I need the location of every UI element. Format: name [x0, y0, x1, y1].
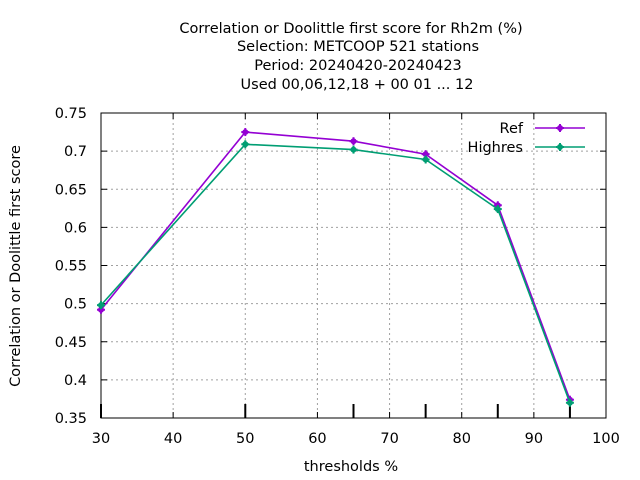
- title-line-2: Selection: METCOOP 521 stations: [237, 39, 479, 55]
- y-tick-label: 0.4: [64, 373, 87, 389]
- legend: Ref Highres: [468, 121, 585, 156]
- y-tick-label: 0.45: [55, 335, 87, 351]
- title-line-1: Correlation or Doolittle first score for…: [179, 21, 522, 37]
- data-point-highres: [565, 398, 574, 407]
- x-tick-label: 90: [525, 431, 543, 447]
- y-axis-label: Correlation or Doolittle first score: [8, 145, 24, 387]
- y-tick-label: 0.35: [55, 411, 87, 427]
- y-tick-label: 0.6: [64, 220, 87, 236]
- data-point-highres: [421, 155, 430, 164]
- data-point-ref: [241, 128, 250, 137]
- x-tick-label: 100: [592, 431, 620, 447]
- legend-label-highres: Highres: [468, 140, 523, 156]
- data-point-highres: [97, 301, 105, 310]
- y-tick-label: 0.7: [64, 144, 87, 160]
- data-point-highres: [349, 145, 358, 154]
- x-tick-label: 40: [164, 431, 182, 447]
- series-line-ref: [100, 131, 571, 400]
- data-point-ref: [349, 137, 358, 146]
- x-tick-label: 50: [236, 431, 254, 447]
- x-tick-label: 80: [452, 431, 470, 447]
- title-line-3: Period: 20240420-20240423: [254, 58, 462, 74]
- title-line-4: Used 00,06,12,18 + 00 01 ... 12: [241, 77, 474, 93]
- x-tick-label: 70: [380, 431, 398, 447]
- y-tick-label: 0.5: [64, 297, 87, 313]
- series-line-highres: [100, 143, 571, 404]
- x-axis-label: thresholds %: [304, 459, 398, 475]
- chart-title: Correlation or Doolittle first score for…: [179, 21, 522, 93]
- x-tick-label: 30: [92, 431, 110, 447]
- legend-marker-highres: [556, 143, 564, 151]
- plot-frame: [100, 112, 607, 419]
- y-tick-label: 0.65: [55, 182, 87, 198]
- legend-label-ref: Ref: [500, 121, 524, 137]
- y-tick-label: 0.55: [55, 259, 87, 275]
- y-axis-ticks: 0.35 0.4 0.45 0.5 0.55 0.6 0.65 0.7 0.75: [55, 106, 606, 427]
- x-axis-ticks: 30 40 50 60 70 80 90 100: [92, 113, 620, 447]
- y-tick-label: 0.75: [55, 106, 87, 122]
- legend-marker-ref: [556, 124, 564, 132]
- x-tick-label: 60: [308, 431, 326, 447]
- series: [97, 128, 574, 407]
- grid: [101, 113, 606, 418]
- data-point-highres: [241, 140, 250, 149]
- data-point-highres: [493, 205, 502, 214]
